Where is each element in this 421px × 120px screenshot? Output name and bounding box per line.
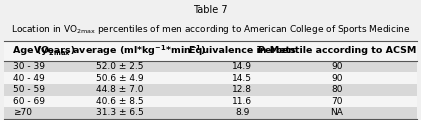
Text: 14.9: 14.9: [232, 62, 252, 71]
Bar: [4, 41, 417, 61]
Text: 11.6: 11.6: [232, 97, 252, 106]
Text: 90: 90: [331, 62, 343, 71]
Text: 50 - 59: 50 - 59: [13, 85, 45, 94]
Text: Equivalence in Mets: Equivalence in Mets: [189, 46, 296, 55]
Text: 70: 70: [331, 97, 343, 106]
Bar: [4, 96, 417, 107]
Text: ≥70: ≥70: [13, 108, 32, 117]
Text: 40.6 ± 8.5: 40.6 ± 8.5: [96, 97, 144, 106]
Text: 50.6 ± 4.9: 50.6 ± 4.9: [96, 74, 144, 83]
Text: 44.8 ± 7.0: 44.8 ± 7.0: [96, 85, 144, 94]
Text: 30 - 39: 30 - 39: [13, 62, 45, 71]
Bar: [4, 84, 417, 96]
Text: Percentile according to ACSM: Percentile according to ACSM: [258, 46, 416, 55]
Text: 90: 90: [331, 74, 343, 83]
Bar: [4, 72, 417, 84]
Text: Age (years): Age (years): [13, 46, 75, 55]
Text: 52.0 ± 2.5: 52.0 ± 2.5: [96, 62, 144, 71]
Text: 80: 80: [331, 85, 343, 94]
Text: 12.8: 12.8: [232, 85, 252, 94]
Text: VO$_{\mathregular{2max}}$ average (ml*kg$^{\mathregular{-1}}$*min$^{\mathregular: VO$_{\mathregular{2max}}$ average (ml*kg…: [33, 43, 207, 58]
Bar: [4, 61, 417, 72]
Text: Location in VO$_{\mathregular{2max}}$ percentiles of men according to American C: Location in VO$_{\mathregular{2max}}$ pe…: [11, 23, 410, 36]
Text: Table 7: Table 7: [193, 5, 228, 15]
Text: 8.9: 8.9: [235, 108, 249, 117]
Text: 31.3 ± 6.5: 31.3 ± 6.5: [96, 108, 144, 117]
Bar: [4, 41, 417, 119]
Text: 60 - 69: 60 - 69: [13, 97, 45, 106]
Text: 14.5: 14.5: [232, 74, 252, 83]
Text: 40 - 49: 40 - 49: [13, 74, 44, 83]
Bar: [4, 107, 417, 119]
Text: NA: NA: [330, 108, 343, 117]
